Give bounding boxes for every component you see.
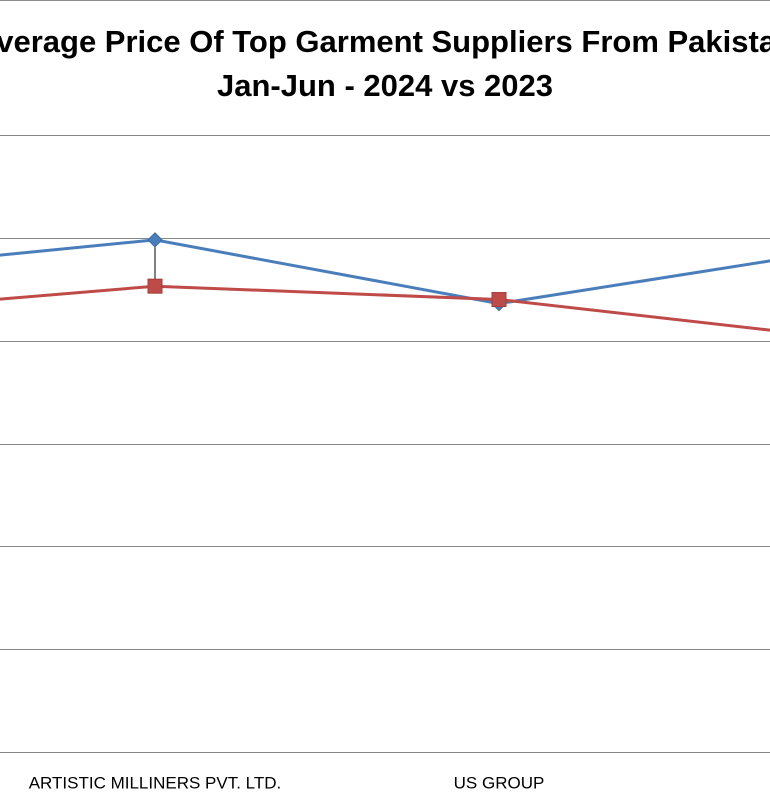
series-line-1	[0, 238, 770, 306]
series-line-2	[0, 284, 770, 332]
chart-top-border	[0, 0, 770, 1]
chart-title-line-2: Jan-Jun - 2024 vs 2023	[216, 68, 554, 103]
data-point-square	[147, 278, 163, 294]
data-point-diamond	[147, 232, 163, 248]
x-tick-label: US GROUP	[454, 773, 545, 792]
x-tick-label: ARTISTIC MILLINERS PVT. LTD.	[29, 773, 282, 792]
data-point-square	[491, 292, 507, 308]
chart-title-line-1: Average Price Of Top Garment Suppliers F…	[0, 24, 770, 59]
